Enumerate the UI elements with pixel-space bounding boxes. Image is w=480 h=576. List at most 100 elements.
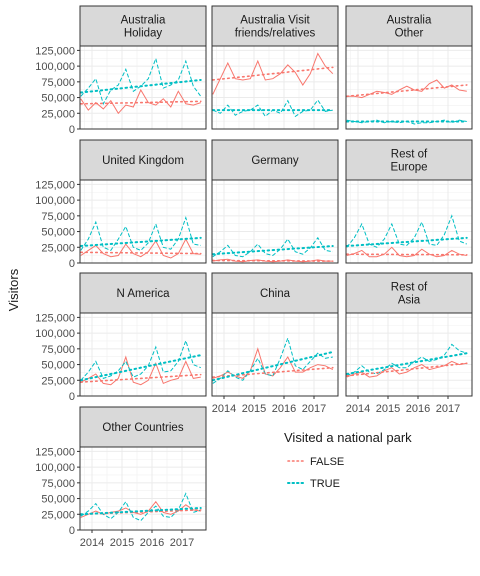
panel-border xyxy=(79,45,207,130)
facet-strip xyxy=(345,5,473,47)
panel-border xyxy=(211,312,339,397)
y-tick-label: 0 xyxy=(69,258,75,270)
y-tick-label: 25,000 xyxy=(41,108,75,120)
x-tick-label: 2015 xyxy=(110,537,134,549)
x-tick-label: 2016 xyxy=(140,537,164,549)
facet-strip xyxy=(211,272,339,314)
y-tick-label: 125,000 xyxy=(35,312,75,324)
x-tick-label: 2015 xyxy=(242,403,266,415)
legend: Visited a national park FALSE TRUE xyxy=(284,430,412,490)
x-tick-label: 2016 xyxy=(406,403,430,415)
facet-strip xyxy=(211,139,339,181)
facet-strip-label: Asia xyxy=(398,295,421,307)
y-tick-label: 100,000 xyxy=(35,61,75,73)
facet-strip xyxy=(345,139,473,181)
panel-border xyxy=(211,179,339,264)
y-tick-label: 75,000 xyxy=(41,77,75,89)
facet-strip xyxy=(79,406,207,448)
facet-strip-label: Holiday xyxy=(124,28,163,40)
panel-border xyxy=(345,45,473,130)
y-tick-label: 25,000 xyxy=(41,509,75,521)
plot-area xyxy=(212,46,338,129)
x-tick-label: 2014 xyxy=(346,403,370,415)
y-tick-label: 75,000 xyxy=(41,344,75,356)
y-tick-label: 50,000 xyxy=(41,93,75,105)
facet-strip-label: Rest of xyxy=(391,282,428,294)
facet-panel: Germany xyxy=(211,139,339,264)
y-tick-label: 100,000 xyxy=(35,195,75,207)
y-tick-label: 50,000 xyxy=(41,360,75,372)
trend-line-false xyxy=(79,100,202,105)
y-tick-label: 75,000 xyxy=(41,211,75,223)
x-tick-label: 2017 xyxy=(436,403,460,415)
plot-area xyxy=(80,46,206,129)
trend-line-false xyxy=(345,84,468,98)
y-tick-label: 50,000 xyxy=(41,494,75,506)
plot-area xyxy=(346,313,472,396)
y-tick-label: 100,000 xyxy=(35,462,75,474)
legend-label-true: TRUE xyxy=(310,478,340,490)
facet-strip-label: Australia Visit xyxy=(240,15,310,27)
facet-strip-label: Australia xyxy=(121,15,166,27)
legend-title: Visited a national park xyxy=(284,430,412,445)
facet-strip xyxy=(211,5,339,47)
panel-border xyxy=(211,45,339,130)
facet-strip xyxy=(79,5,207,47)
plot-area xyxy=(80,447,206,530)
facet-panel: China 2014 2015 2016 2017 xyxy=(211,272,339,415)
panel-border xyxy=(79,179,207,264)
trend-line-false xyxy=(211,259,334,262)
facet-strip xyxy=(345,272,473,314)
trend-line-true xyxy=(211,245,334,256)
plot-area xyxy=(80,313,206,396)
series-line-false xyxy=(80,88,201,115)
y-tick-label: 0 xyxy=(69,525,75,537)
series-line-false xyxy=(212,52,334,95)
panel-border xyxy=(345,179,473,264)
plot-area xyxy=(346,180,472,263)
y-tick-label: 50,000 xyxy=(41,227,75,239)
facet-strip-label: friends/relatives xyxy=(235,28,316,40)
facet-strip-label: Australia xyxy=(387,15,432,27)
series-line-true xyxy=(80,339,201,381)
facet-strip-label: Other xyxy=(395,28,424,40)
series-line-false xyxy=(80,238,201,259)
x-tick-label: 2016 xyxy=(272,403,296,415)
facet-panel: Other Countries 0 25,000 50,000 75,000 100,00… xyxy=(35,406,207,549)
trend-line-false xyxy=(345,362,468,377)
y-tick-label: 75,000 xyxy=(41,478,75,490)
trend-line-false xyxy=(211,66,334,81)
trend-line-false xyxy=(79,373,202,383)
plot-area xyxy=(212,180,338,263)
panel-border xyxy=(345,312,473,397)
facet-strip xyxy=(79,272,207,314)
trend-line-true xyxy=(345,236,468,248)
facet-strip-label: China xyxy=(260,288,291,300)
y-axis-title: Visitors xyxy=(6,268,21,311)
series-line-true xyxy=(80,492,201,522)
panel-border xyxy=(79,446,207,531)
facet-strip-label: United Kingdom xyxy=(102,155,184,167)
y-tick-label: 125,000 xyxy=(35,446,75,458)
legend-label-false: FALSE xyxy=(310,456,344,468)
facet-strip-label: Other Countries xyxy=(102,422,183,434)
y-tick-label: 125,000 xyxy=(35,179,75,191)
y-tick-label: 0 xyxy=(69,124,75,136)
trend-line-true xyxy=(79,506,202,516)
trend-line-false xyxy=(79,251,202,255)
trend-line-true xyxy=(345,352,468,375)
trend-line-false xyxy=(345,253,468,256)
plot-area xyxy=(80,180,206,263)
y-tick-label: 0 xyxy=(69,391,75,403)
facet-strip-label: Europe xyxy=(390,162,427,174)
facet-strip-label: Germany xyxy=(251,155,299,167)
trend-line-true xyxy=(79,354,202,382)
x-tick-label: 2017 xyxy=(170,537,194,549)
